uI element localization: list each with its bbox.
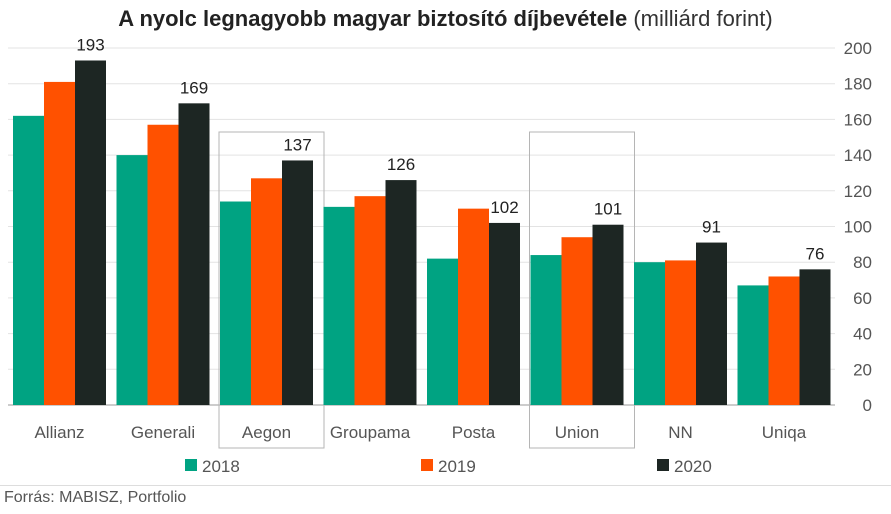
data-label: 137	[283, 135, 311, 154]
x-tick-label: Posta	[452, 423, 496, 442]
data-label: 169	[180, 78, 208, 97]
legend-swatch-2019	[421, 459, 433, 471]
bar-2020-nn	[696, 242, 727, 405]
y-tick-label: 100	[844, 218, 872, 237]
x-tick-label: Allianz	[34, 423, 84, 442]
data-label: 76	[806, 244, 825, 263]
bar-2020-groupama	[385, 180, 417, 405]
legend-swatch-2020	[657, 459, 669, 471]
source-divider	[0, 485, 891, 486]
bar-2020-allianz	[75, 60, 106, 406]
bar-2019-uniqa	[768, 276, 800, 405]
legend-label-2019: 2019	[438, 457, 476, 476]
bar-2019-posta	[458, 208, 489, 405]
y-tick-label: 160	[844, 110, 872, 129]
y-tick-label: 40	[853, 325, 872, 344]
bar-2019-nn	[665, 260, 696, 405]
bar-2018-uniqa	[737, 285, 769, 405]
bar-2020-union	[592, 224, 624, 405]
bar-2019-generali	[147, 124, 179, 405]
y-tick-label: 120	[844, 182, 872, 201]
y-tick-label: 140	[844, 146, 872, 165]
bar-chart: 0 20 40 60 80 100 120 140 160 180 200 193 169 137 126 1…	[8, 35, 872, 476]
legend-label-2018: 2018	[202, 457, 240, 476]
chart-title: A nyolc legnagyobb magyar biztosító díjb…	[0, 6, 891, 32]
bar-2020-aegon	[282, 160, 313, 405]
y-tick-label: 80	[853, 253, 872, 272]
bar-2018-groupama	[323, 206, 355, 405]
y-tick-label: 180	[844, 75, 872, 94]
data-label: 193	[76, 35, 104, 54]
bar-2019-groupama	[354, 196, 386, 405]
x-tick-label: Generali	[131, 423, 195, 442]
x-tick-label: Union	[555, 423, 599, 442]
bar-2018-generali	[116, 155, 148, 405]
bar-2018-nn	[634, 262, 665, 405]
x-tick-label: NN	[668, 423, 693, 442]
bar-2018-allianz	[13, 115, 44, 405]
bar-2019-allianz	[44, 81, 75, 405]
chart-title-unit: (milliárd forint)	[633, 6, 773, 31]
source-note: Forrás: MABISZ, Portfolio	[4, 489, 187, 506]
bar-2018-posta	[427, 258, 458, 405]
chart-title-main: A nyolc legnagyobb magyar biztosító díjb…	[118, 6, 628, 31]
x-tick-label: Groupama	[330, 423, 411, 442]
bar-2020-posta	[489, 222, 520, 405]
legend-label-2020: 2020	[674, 457, 712, 476]
data-label: 101	[594, 200, 622, 219]
bar-2019-aegon	[251, 178, 282, 405]
data-label: 102	[490, 198, 518, 217]
y-tick-label: 60	[853, 289, 872, 308]
bar-2018-aegon	[220, 201, 251, 405]
y-tick-label: 0	[863, 396, 872, 415]
legend-swatch-2018	[185, 459, 197, 471]
bar-2020-uniqa	[799, 269, 831, 405]
y-tick-label: 20	[853, 360, 872, 379]
bar-2018-union	[530, 255, 562, 405]
x-tick-label: Uniqa	[762, 423, 807, 442]
data-label: 126	[387, 155, 415, 174]
bar-2020-generali	[178, 103, 210, 406]
bar-2019-union	[561, 237, 593, 405]
y-tick-label: 200	[844, 39, 872, 58]
data-label: 91	[702, 218, 721, 237]
x-tick-label: Aegon	[242, 423, 291, 442]
